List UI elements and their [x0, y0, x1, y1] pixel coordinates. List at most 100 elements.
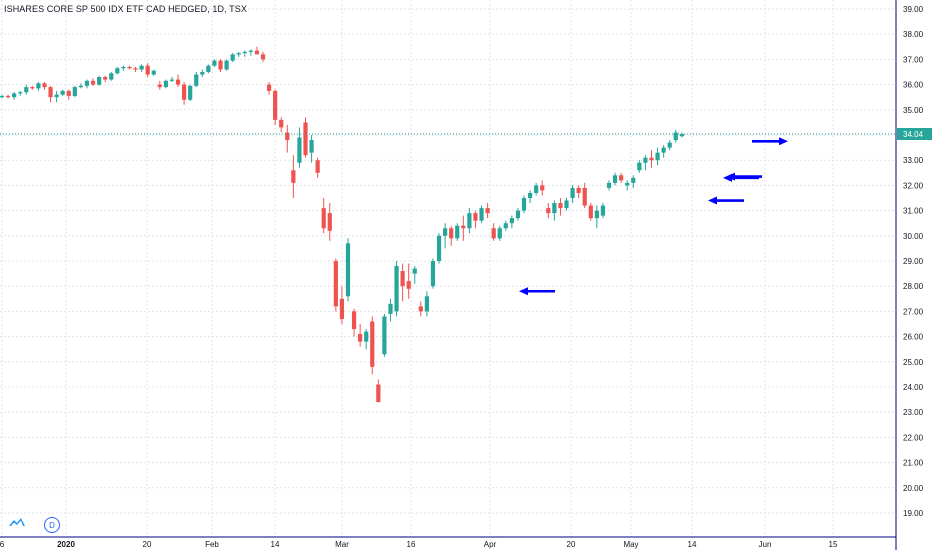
candle-body	[175, 79, 181, 85]
candle-body	[382, 316, 387, 355]
candle-body	[625, 182, 630, 186]
candle-body	[467, 213, 472, 229]
candle-body	[260, 54, 266, 60]
candle-body	[370, 321, 375, 367]
candle-body	[619, 175, 624, 181]
candle-body	[42, 83, 47, 88]
candle-body	[376, 384, 381, 403]
candle-body	[552, 203, 557, 214]
candle-body	[479, 208, 484, 221]
annotation-arrow-icon[interactable]	[708, 196, 744, 205]
candle-body	[291, 170, 296, 183]
candle-body	[521, 198, 527, 211]
candle-body	[443, 228, 448, 236]
candle-body	[97, 77, 102, 85]
candle-body	[570, 187, 575, 198]
candle-body	[254, 50, 260, 55]
candle-body	[145, 65, 150, 75]
candle-body	[339, 298, 345, 319]
candle-body	[212, 60, 217, 66]
candle-body	[0, 95, 5, 98]
candle-body	[351, 311, 357, 330]
candle-body	[285, 132, 290, 141]
candle-body	[515, 210, 521, 219]
y-tick-label: 35.00	[903, 106, 924, 115]
annotation-arrow-icon[interactable]	[726, 172, 762, 181]
candle-body	[582, 187, 587, 206]
y-tick-label: 28.00	[903, 282, 924, 291]
candle-body	[509, 218, 514, 224]
candle-body	[594, 210, 599, 219]
candle-body	[364, 331, 369, 342]
candle-body	[90, 80, 96, 85]
candle-body	[485, 208, 490, 214]
y-tick-label: 27.00	[903, 307, 924, 316]
candle-body	[12, 93, 17, 98]
candle-body	[151, 70, 156, 75]
x-tick-label: Jun	[759, 540, 772, 549]
candle-body	[491, 228, 496, 239]
candle-body	[449, 228, 454, 239]
candle-body	[248, 50, 253, 52]
candle-body	[303, 122, 308, 156]
y-tick-label: 32.00	[903, 181, 924, 190]
x-tick-label: 15	[829, 540, 838, 549]
candle-body	[279, 119, 284, 128]
candle-body	[194, 74, 199, 86]
candle-body	[418, 306, 423, 312]
candle-body	[327, 213, 332, 231]
candle-body	[430, 261, 436, 287]
candle-body	[78, 85, 84, 88]
candle-body	[661, 147, 666, 153]
candle-body	[588, 205, 593, 219]
candle-body	[667, 142, 672, 148]
candle-body	[315, 160, 320, 173]
candle-body	[297, 137, 302, 163]
x-tick-label: 20	[143, 540, 152, 549]
candle-body	[358, 334, 363, 342]
candle-body	[266, 84, 272, 91]
candle-body	[461, 225, 466, 229]
candle-body	[236, 53, 241, 55]
candle-body	[394, 266, 399, 312]
y-tick-label: 33.00	[903, 156, 924, 165]
candle-body	[163, 80, 168, 88]
annotation-arrow-icon[interactable]	[519, 287, 555, 296]
last-price-label: 34.04	[903, 130, 924, 139]
candle-body	[412, 268, 417, 274]
x-tick-label: 6	[0, 540, 5, 549]
last-price-tag	[897, 127, 932, 140]
candle-body	[242, 51, 247, 54]
x-tick-label: May	[623, 540, 638, 549]
tradingview-logo-icon[interactable]	[8, 516, 26, 528]
candle-body	[30, 87, 35, 89]
candle-body	[637, 162, 642, 171]
candle-body	[606, 182, 612, 188]
candle-body	[655, 152, 660, 161]
candle-body	[673, 132, 678, 141]
x-tick-label: Feb	[205, 540, 219, 549]
candle-body	[182, 84, 187, 100]
candle-body	[72, 87, 77, 96]
y-tick-label: 23.00	[903, 408, 924, 417]
candle-body	[224, 60, 229, 70]
x-tick-label: 20	[567, 540, 576, 549]
annotation-arrow-icon[interactable]	[752, 137, 788, 146]
candle-body	[400, 271, 405, 287]
candle-body	[206, 65, 211, 72]
candle-body	[188, 85, 193, 100]
candle-body	[230, 54, 235, 61]
candle-body	[48, 87, 53, 98]
candle-body	[643, 157, 648, 163]
candle-body	[564, 200, 569, 209]
candle-body	[200, 72, 205, 75]
x-tick-label: 16	[407, 540, 416, 549]
interval-badge[interactable]: D	[44, 517, 60, 533]
candle-body	[5, 95, 11, 98]
candle-body	[54, 94, 59, 98]
chart-title: ISHARES CORE SP 500 IDX ETF CAD HEDGED, …	[4, 4, 247, 14]
candle-body	[534, 185, 539, 193]
candle-body	[24, 87, 29, 93]
candle-body	[84, 80, 90, 86]
